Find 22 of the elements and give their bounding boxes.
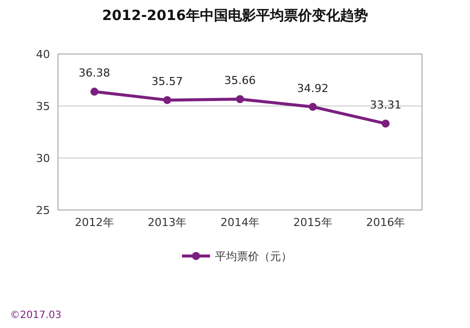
- y-tick-label: 30: [36, 152, 50, 165]
- x-tick-label: 2015年: [293, 216, 332, 229]
- x-tick-label: 2014年: [220, 216, 260, 229]
- x-tick-label: 2016年: [366, 216, 406, 229]
- data-label: 34.92: [297, 82, 329, 95]
- point: [236, 95, 244, 104]
- legend-label: 平均票价（元）: [215, 250, 292, 263]
- chart-title: 2012-2016年中国电影平均票价变化趋势: [102, 7, 368, 24]
- y-tick-label: 25: [36, 204, 50, 217]
- point: [382, 120, 390, 128]
- x-tick-label: 2013年: [148, 216, 187, 229]
- text: ©2017.03: [10, 310, 62, 321]
- data-label: 33.31: [370, 98, 402, 112]
- point: [90, 88, 98, 96]
- point: [308, 102, 317, 111]
- y-tick-label: 40: [36, 48, 50, 61]
- x-tick-label: 2012年: [74, 216, 114, 229]
- data-label: 35.57: [151, 75, 183, 88]
- point: [163, 96, 172, 104]
- data-label: 36.38: [78, 66, 110, 80]
- y-tick-label: 35: [36, 100, 50, 113]
- data-label: 35.66: [224, 74, 256, 88]
